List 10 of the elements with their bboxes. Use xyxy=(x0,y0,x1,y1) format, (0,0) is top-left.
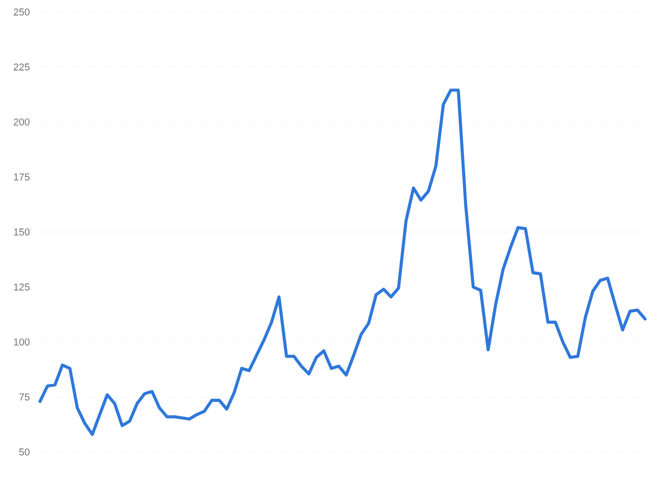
y-tick-label: 225 xyxy=(14,63,30,71)
y-tick-label: 200 xyxy=(14,118,30,126)
y-tick-label: 100 xyxy=(14,338,30,346)
y-tick-label: 125 xyxy=(14,283,30,291)
y-tick-label: 150 xyxy=(14,228,30,236)
y-tick-label: 175 xyxy=(14,174,30,180)
y-tick-label: 75 xyxy=(19,394,30,400)
line-series xyxy=(38,88,647,436)
y-tick-label: 50 xyxy=(19,448,30,456)
y-tick-label: 250 xyxy=(14,8,30,16)
